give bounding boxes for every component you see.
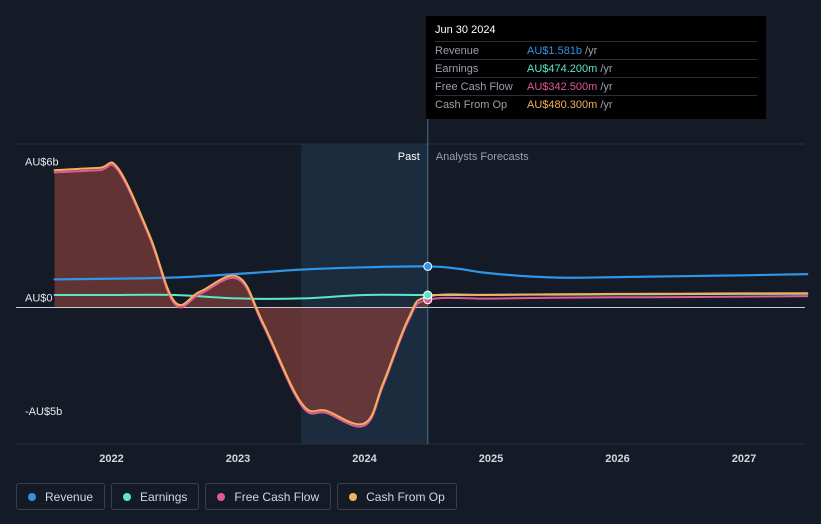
tooltip-unit: /yr [600, 80, 613, 93]
legend-dot-icon [349, 492, 358, 501]
y-tick-label: AU$6b [25, 156, 59, 168]
y-tick-label: -AU$5b [25, 406, 62, 418]
series-line-revenue [53, 265, 809, 281]
legend-dot-icon [217, 492, 226, 501]
tooltip-label: Revenue [435, 44, 480, 57]
tooltip-row-earnings: Earnings AU$474.200m /yr [435, 59, 757, 77]
past-label: Past [398, 151, 420, 163]
legend-dot-icon [123, 492, 132, 501]
legend-label: Free Cash Flow [234, 489, 320, 504]
tooltip-row-revenue: Revenue AU$1.581b /yr [435, 41, 757, 59]
x-tick-label: 2022 [99, 453, 123, 465]
tooltip-label: Earnings [435, 62, 479, 75]
tooltip-row-free-cash-flow: Free Cash Flow AU$342.500m /yr [435, 77, 757, 95]
y-tick-label: AU$0 [25, 293, 53, 305]
tooltip-unit: /yr [585, 44, 598, 57]
legend-item-revenue[interactable]: Revenue [16, 483, 106, 510]
legend-dot-icon [28, 492, 36, 501]
legend-label: Cash From Op [366, 489, 445, 504]
legend-label: Earnings [140, 489, 188, 504]
tooltip-unit: /yr [600, 98, 613, 111]
tooltip: Jun 30 2024 Revenue AU$1.581b /yr Earnin… [426, 16, 766, 119]
legend-item-free-cash-flow[interactable]: Free Cash Flow [205, 483, 332, 510]
tooltip-value: AU$474.200m [527, 62, 598, 75]
x-tick-label: 2023 [226, 453, 250, 465]
area-cash-from-op [54, 162, 428, 425]
legend-item-cash-from-op[interactable]: Cash From Op [337, 483, 457, 510]
tooltip-date: Jun 30 2024 [435, 24, 496, 36]
point-earnings [423, 290, 433, 300]
tooltip-value: AU$480.300m [527, 98, 598, 111]
tooltip-row-cash-from-op: Cash From Op AU$480.300m /yr [435, 95, 757, 113]
tooltip-label: Cash From Op [435, 98, 508, 111]
x-axis: 2022 2023 2024 2025 2026 2027 [99, 453, 756, 465]
area-free-cash-flow [54, 164, 428, 427]
x-tick-label: 2027 [732, 453, 756, 465]
point-revenue [423, 261, 433, 271]
y-axis: AU$6b AU$0 -AU$5b [25, 156, 62, 418]
series-line-cash-from-op [53, 161, 809, 426]
marker-layer [423, 261, 433, 305]
tooltip-label: Free Cash Flow [435, 80, 513, 93]
forecast-label: Analysts Forecasts [436, 151, 529, 163]
x-tick-label: 2026 [605, 453, 629, 465]
legend-label: Revenue [45, 489, 94, 504]
x-tick-label: 2024 [352, 453, 377, 465]
legend: Revenue Earnings Free Cash Flow Cash Fro… [16, 483, 457, 510]
tooltip-value: AU$1.581b [527, 44, 583, 57]
area-layer [54, 162, 428, 427]
tooltip-unit: /yr [600, 62, 613, 75]
legend-item-earnings[interactable]: Earnings [111, 483, 200, 510]
x-tick-label: 2025 [479, 453, 503, 465]
tooltip-value: AU$342.500m [527, 80, 598, 93]
